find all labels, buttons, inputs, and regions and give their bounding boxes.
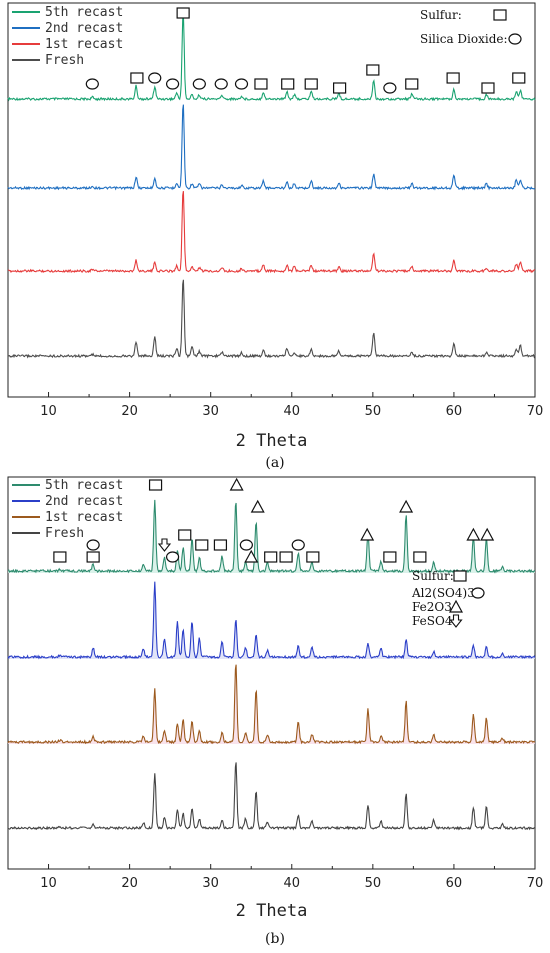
phase-key-arrow-icon bbox=[449, 614, 463, 628]
phase-marker-triangle bbox=[229, 477, 244, 491]
phase-key-square-icon bbox=[493, 9, 507, 21]
phase-marker-square bbox=[512, 72, 526, 84]
phase-marker-triangle bbox=[399, 499, 414, 513]
phase-marker-circle bbox=[192, 78, 206, 90]
x-tick-label: 20 bbox=[121, 876, 138, 891]
panel-caption: (b) bbox=[265, 931, 285, 947]
phase-marker-triangle bbox=[250, 499, 265, 513]
legend-label: 5th recast bbox=[45, 5, 123, 20]
phase-marker-circle bbox=[165, 551, 180, 563]
phase-key-label: FeSO4: bbox=[412, 614, 457, 628]
phase-marker-circle bbox=[239, 539, 253, 551]
legend-label: Fresh bbox=[45, 53, 84, 68]
phase-marker-square bbox=[86, 551, 100, 563]
phase-key-circle-icon bbox=[471, 587, 485, 599]
x-axis-title: 2 Theta bbox=[236, 901, 308, 921]
legend-label: Fresh bbox=[45, 526, 84, 541]
phase-key-square-icon bbox=[453, 570, 467, 582]
series-line bbox=[7, 191, 536, 274]
phase-marker-circle bbox=[383, 82, 397, 94]
phase-marker-square bbox=[148, 479, 163, 491]
phase-marker-arrow bbox=[157, 538, 172, 552]
phase-marker-circle bbox=[214, 78, 228, 90]
x-tick-label: 50 bbox=[365, 876, 382, 891]
series-line bbox=[7, 762, 536, 831]
series-line bbox=[7, 664, 536, 745]
legend-label: 2nd recast bbox=[45, 494, 123, 509]
phase-marker-square bbox=[254, 78, 268, 90]
x-axis-title: 2 Theta bbox=[236, 431, 308, 451]
phase-marker-square bbox=[306, 551, 320, 563]
phase-marker-square bbox=[446, 72, 460, 84]
x-tick-label: 40 bbox=[283, 404, 300, 419]
phase-marker-circle bbox=[291, 539, 305, 551]
x-tick-label: 60 bbox=[446, 876, 463, 891]
phase-marker-circle bbox=[234, 78, 249, 90]
phase-marker-square bbox=[264, 551, 278, 563]
phase-marker-triangle bbox=[360, 527, 375, 541]
series-line bbox=[7, 13, 536, 102]
phase-marker-square bbox=[304, 78, 318, 90]
phase-marker-square bbox=[53, 551, 67, 563]
legend-label: 1st recast bbox=[45, 510, 123, 525]
phase-marker-square bbox=[383, 551, 397, 563]
x-tick-label: 70 bbox=[527, 404, 544, 419]
legend-label: 5th recast bbox=[45, 478, 123, 493]
legend-label: 2nd recast bbox=[45, 21, 123, 36]
phase-key-label: Sulfur: bbox=[412, 569, 454, 583]
phase-key-circle-icon bbox=[508, 33, 522, 45]
phase-key-label: Sulfur: bbox=[420, 8, 462, 22]
x-tick-label: 10 bbox=[40, 404, 57, 419]
phase-marker-circle bbox=[148, 72, 162, 84]
series-line bbox=[7, 581, 536, 660]
x-tick-label: 30 bbox=[202, 404, 219, 419]
phase-marker-circle bbox=[85, 78, 99, 90]
series-line bbox=[7, 279, 536, 359]
phase-marker-circle bbox=[86, 539, 100, 551]
phase-marker-triangle bbox=[244, 549, 259, 563]
phase-marker-square bbox=[176, 7, 190, 19]
phase-marker-square bbox=[195, 539, 209, 551]
phase-marker-square bbox=[413, 551, 427, 563]
phase-key-triangle-icon bbox=[448, 599, 464, 613]
phase-marker-triangle bbox=[466, 527, 481, 541]
series-line bbox=[7, 104, 536, 191]
x-tick-label: 20 bbox=[121, 404, 138, 419]
x-tick-label: 70 bbox=[527, 876, 544, 891]
x-tick-label: 60 bbox=[446, 404, 463, 419]
phase-marker-square bbox=[405, 78, 419, 90]
x-tick-label: 10 bbox=[40, 876, 57, 891]
phase-marker-square bbox=[213, 539, 228, 551]
phase-marker-square bbox=[281, 78, 295, 90]
series-line bbox=[7, 499, 536, 574]
phase-marker-square bbox=[130, 72, 144, 84]
phase-marker-square bbox=[366, 64, 380, 76]
series-shading bbox=[8, 664, 535, 744]
phase-key-label: Al2(SO4)3: bbox=[411, 586, 479, 600]
phase-key-label: Fe2O3: bbox=[412, 600, 456, 614]
phase-marker-square bbox=[178, 529, 192, 541]
x-tick-label: 50 bbox=[365, 404, 382, 419]
x-tick-label: 40 bbox=[283, 876, 300, 891]
phase-key-label: Silica Dioxide: bbox=[420, 32, 508, 46]
panel-caption: (a) bbox=[265, 455, 284, 471]
plot-frame bbox=[7, 476, 536, 870]
phase-marker-square bbox=[481, 82, 495, 94]
legend-label: 1st recast bbox=[45, 37, 123, 52]
plot-frame bbox=[7, 2, 536, 398]
phase-marker-triangle bbox=[480, 527, 495, 541]
phase-marker-circle bbox=[165, 78, 180, 90]
phase-marker-square bbox=[279, 551, 293, 563]
x-tick-label: 30 bbox=[202, 876, 219, 891]
phase-marker-square bbox=[333, 82, 347, 94]
